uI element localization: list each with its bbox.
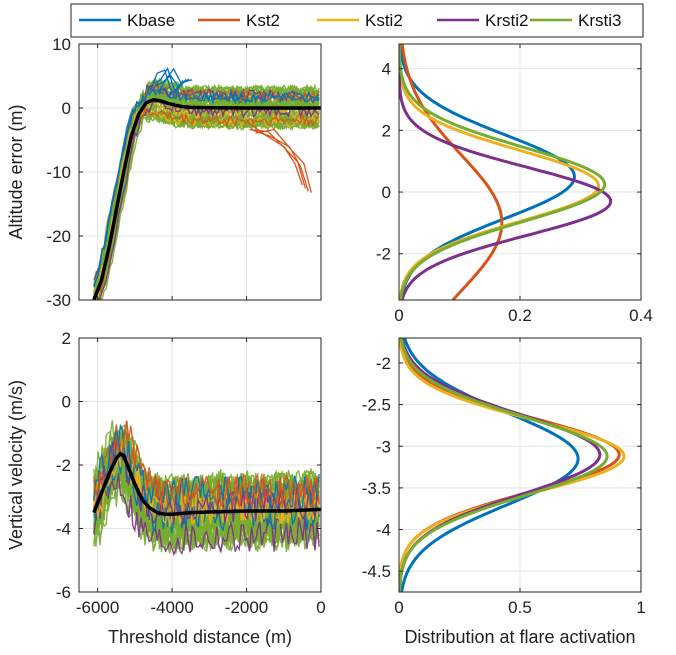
density-curve-Kbase — [400, 338, 580, 592]
legend-label-Krsti3: Krsti3 — [578, 11, 621, 30]
trajectory-line — [93, 473, 320, 557]
x-tick-label: 0.5 — [508, 598, 532, 617]
series-line-Kst2 — [252, 129, 309, 192]
y-tick-label: 4 — [382, 60, 391, 79]
mean-curve — [92, 97, 321, 300]
x-tick-label: 1 — [636, 598, 645, 617]
density-curve-Ksti2 — [399, 338, 626, 592]
series-line-Kbase — [155, 74, 190, 87]
y-tick-label: -20 — [46, 227, 71, 246]
legend-label-Kst2: Kst2 — [246, 11, 280, 30]
x-tick-label: 0.2 — [508, 306, 532, 325]
x-tick-label: 0 — [316, 598, 325, 617]
y-tick-label: -2.5 — [362, 396, 391, 415]
x-axis-label: Threshold distance (m) — [108, 627, 292, 647]
y-axis-label: Vertical velocity (m/s) — [6, 380, 26, 550]
legend-label-Krsti2: Krsti2 — [485, 11, 528, 30]
trajectory-line — [93, 85, 320, 288]
y-tick-label: 0 — [62, 393, 71, 412]
y-tick-label: 2 — [382, 121, 391, 140]
x-tick-label: -6000 — [76, 598, 119, 617]
series-line-Kst2 — [255, 128, 312, 193]
series-line-Kbase — [158, 67, 193, 93]
series-line-Kbase — [149, 69, 184, 95]
panel-velocity-distribution: 0 0.5 1 -4.5 -4 -3.5 -3 -2.5 -2 Distribution at f… — [362, 337, 646, 647]
y-tick-label: -2 — [376, 245, 391, 264]
y-tick-label: -10 — [46, 163, 71, 182]
y-tick-label: -4 — [376, 521, 391, 540]
series-line-Kst2 — [249, 128, 307, 189]
density-curve-Krsti2 — [399, 44, 613, 300]
panel-altitude-distribution: 0 0.2 0.4 -2 0 2 4 — [376, 43, 653, 325]
trajectory-line — [93, 420, 320, 511]
y-tick-label: -6 — [56, 583, 71, 602]
y-tick-label: 2 — [62, 329, 71, 348]
density-curve-Krsti2 — [399, 338, 602, 592]
plot-area — [399, 338, 626, 592]
plot-area — [92, 420, 321, 557]
panel-velocity-trajectories: -6000 -4000 -2000 0 -6 -4 -2 0 2 Threshold distan… — [6, 329, 326, 647]
y-tick-label: -3 — [376, 437, 391, 456]
x-tick-label: -2000 — [225, 598, 268, 617]
x-tick-label: -4000 — [150, 598, 193, 617]
legend-label-Kbase: Kbase — [127, 11, 175, 30]
legend: Kbase Kst2 Ksti2 Krsti2 Krsti3 — [70, 3, 644, 38]
legend-label-Ksti2: Ksti2 — [365, 11, 403, 30]
y-tick-label: 0 — [62, 99, 71, 118]
y-tick-label: 0 — [382, 183, 391, 202]
y-tick-label: -4 — [56, 520, 71, 539]
density-curve-Krsti3 — [399, 44, 607, 300]
trajectory-line — [93, 100, 320, 297]
y-tick-label: -2 — [56, 456, 71, 475]
plot-area — [399, 44, 613, 300]
y-tick-label: -4.5 — [362, 562, 391, 581]
y-axis-label: Altitude error (m) — [6, 104, 26, 239]
y-tick-label: -30 — [46, 291, 71, 310]
x-axis-label: Distribution at flare activation — [404, 627, 635, 647]
density-curve-Krsti3 — [399, 338, 609, 592]
panel-altitude-trajectories: -30 -20 -10 0 10 Altitude error (m) — [6, 35, 322, 310]
trajectory-line — [93, 420, 320, 506]
mean-curve — [92, 451, 321, 516]
series-line-Kbase — [152, 66, 187, 94]
plot-area — [92, 66, 321, 300]
x-tick-label: 0 — [394, 306, 403, 325]
x-tick-label: 0.4 — [629, 306, 653, 325]
density-curve-Kst2 — [400, 44, 504, 300]
density-curve-Ksti2 — [399, 44, 601, 300]
y-tick-label: -2 — [376, 354, 391, 373]
x-tick-label: 0 — [394, 598, 403, 617]
y-tick-label: -3.5 — [362, 479, 391, 498]
y-tick-label: 10 — [52, 35, 71, 54]
